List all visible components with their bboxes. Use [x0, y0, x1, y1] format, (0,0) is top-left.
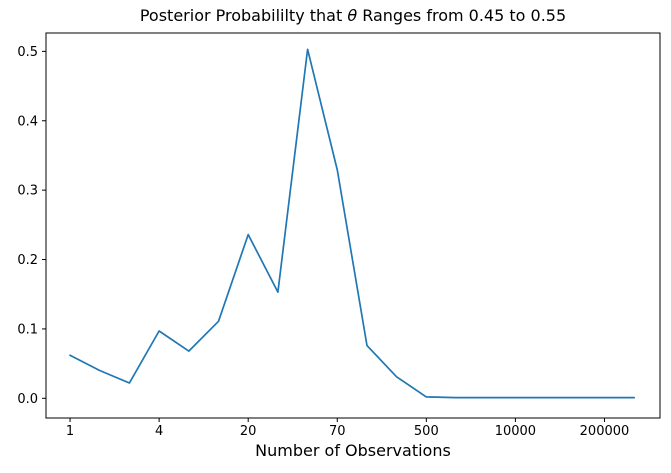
title-text-pre: Posterior Probabililty that	[139, 6, 348, 25]
chart-title: Posterior Probabililty that θ Ranges fro…	[46, 6, 660, 25]
x-tick-label: 4	[155, 424, 163, 439]
data-series-line	[69, 48, 636, 399]
y-tick-label: 0.2	[17, 253, 38, 268]
y-tick-label: 0.3	[17, 184, 38, 199]
x-tick-label: 70	[329, 424, 346, 439]
y-tick-label: 0.1	[17, 322, 38, 337]
axes-frame	[45, 32, 661, 419]
y-tick-label: 0.0	[17, 392, 38, 407]
y-tick-label: 0.5	[17, 45, 38, 60]
y-tick-label: 0.4	[17, 114, 38, 129]
x-axis-label: Number of Observations	[255, 441, 451, 460]
title-text-post: Ranges from 0.45 to 0.55	[357, 6, 567, 25]
x-tick-label: 20	[240, 424, 257, 439]
theta-symbol: θ	[347, 6, 358, 25]
x-tick-label: 1	[66, 424, 74, 439]
x-tick-label: 10000	[495, 424, 536, 439]
x-tick-label: 200000	[580, 424, 630, 439]
x-tick-label: 500	[414, 424, 439, 439]
